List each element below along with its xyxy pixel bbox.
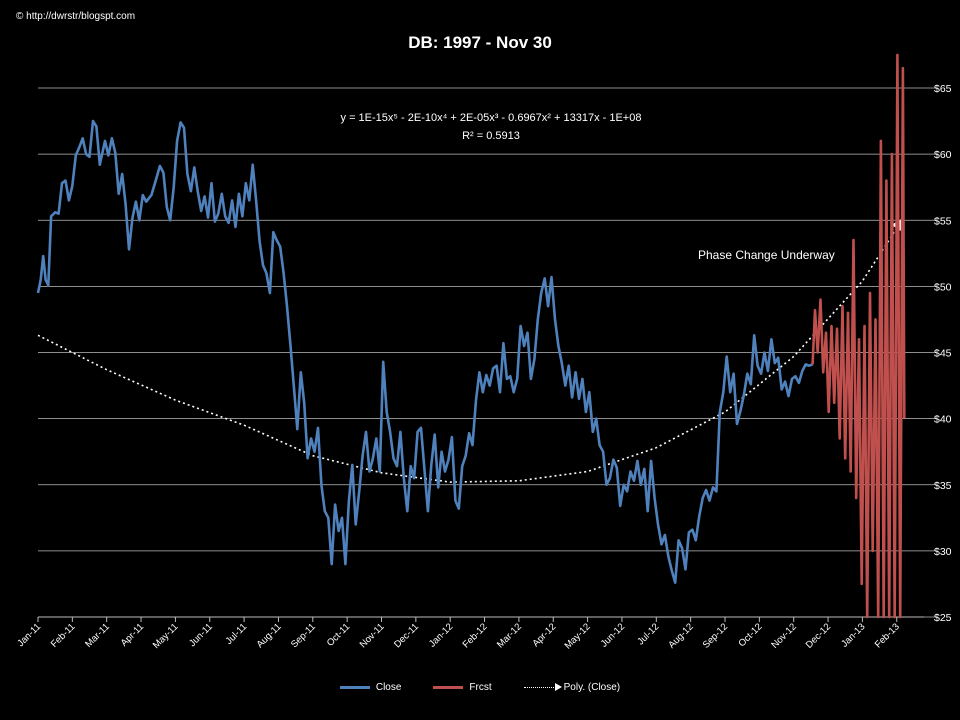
y-tick-label: $50	[934, 281, 952, 293]
x-tick-label: Nov-12	[769, 621, 798, 650]
x-tick-label: Oct-12	[737, 621, 765, 649]
x-tick-label: Sep-11	[289, 621, 318, 650]
x-tick-label: Jan-13	[839, 621, 867, 649]
r-squared-label: R² = 0.5913	[462, 130, 520, 142]
x-tick-label: Jul-12	[635, 621, 661, 647]
x-tick-label: Feb-11	[49, 621, 78, 650]
x-tick-label: Jul-11	[224, 621, 250, 647]
y-tick-label: $30	[934, 546, 952, 558]
equation-label: y = 1E-15x⁵ - 2E-10x⁴ + 2E-05x³ - 0.6967…	[341, 112, 642, 124]
legend-item-frcst: Frcst	[433, 682, 492, 693]
legend: Close Frcst Poly. (Close)	[0, 682, 960, 693]
series-line-frcst	[811, 53, 906, 619]
x-tick-label: Jun-12	[599, 621, 627, 649]
chart-title: DB: 1997 - Nov 30	[408, 33, 552, 52]
x-tick-label: Nov-11	[358, 621, 387, 650]
x-tick-label: Jan-11	[15, 621, 43, 649]
x-tick-label: Dec-11	[392, 621, 421, 650]
legend-item-poly: Poly. (Close)	[523, 682, 621, 693]
y-tick-label: $40	[934, 414, 952, 426]
legend-label-close: Close	[375, 682, 402, 693]
y-tick-label: $35	[934, 480, 952, 492]
legend-label-poly: Poly. (Close)	[563, 682, 621, 693]
x-tick-label: Apr-11	[119, 621, 146, 648]
series-line-close	[36, 119, 814, 584]
x-tick-label: Aug-11	[255, 621, 284, 650]
x-tick-label: Aug-12	[666, 621, 695, 650]
y-axis-ticks: $25 $30 $35 $40 $45 $50 $55 $60 $65	[934, 83, 952, 624]
x-tick-label: Dec-12	[804, 621, 833, 650]
series-lines	[36, 53, 906, 619]
gridlines	[38, 87, 936, 618]
x-tick-label: Mar-12	[495, 621, 524, 650]
y-tick-label: $55	[934, 215, 952, 227]
x-tick-label: May-12	[563, 621, 593, 651]
y-tick-label: $65	[934, 83, 952, 95]
x-tick-label: Mar-11	[83, 621, 112, 650]
x-tick-label: Jan-12	[427, 621, 455, 649]
x-tick-label: May-11	[151, 621, 181, 651]
legend-label-frcst: Frcst	[469, 682, 492, 693]
y-tick-label: $60	[934, 149, 952, 161]
x-axis: Jan-11 Feb-11 Mar-11 Apr-11 May-11 Jun-11 Jul-…	[15, 616, 924, 652]
legend-swatch-poly	[523, 683, 562, 691]
copyright-text: © http://dwrstr/blogspt.com	[16, 11, 136, 22]
y-tick-label: $25	[934, 612, 952, 624]
x-tick-label: Feb-12	[461, 621, 490, 650]
y-tick-label: $45	[934, 348, 952, 360]
phase-change-annotation: Phase Change Underway	[698, 248, 835, 262]
x-tick-label: Sep-12	[701, 621, 730, 650]
x-tick-label: Oct-11	[325, 621, 352, 648]
x-tick-label: Feb-13	[873, 621, 902, 650]
legend-item-close: Close	[339, 682, 402, 693]
x-tick-label: Jun-11	[187, 621, 215, 649]
legend-swatch-frcst	[433, 686, 464, 689]
legend-swatch-close	[339, 686, 370, 689]
x-tick-label: Apr-12	[530, 621, 558, 649]
